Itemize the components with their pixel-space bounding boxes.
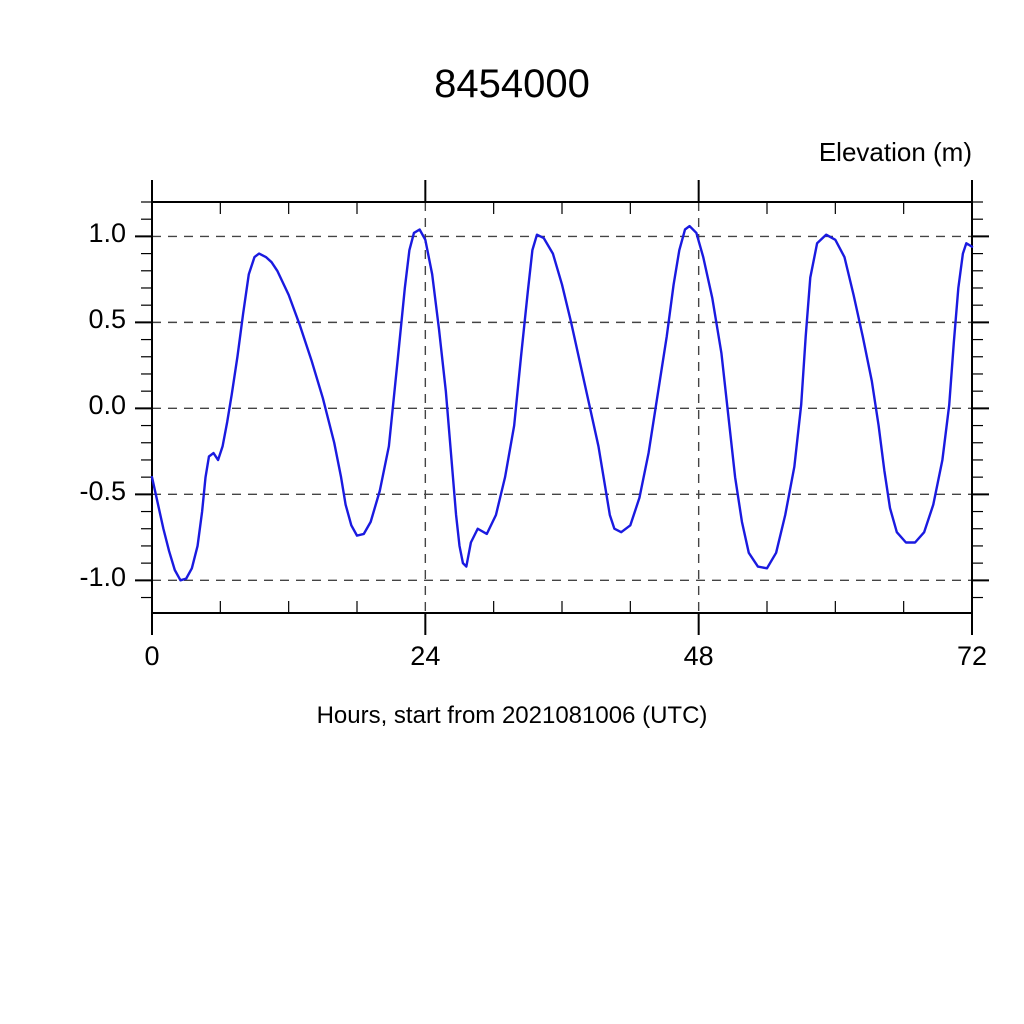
x-tick-label: 0 [144, 641, 160, 671]
y-axis-label: Elevation (m) [818, 137, 972, 167]
y-tick-label: -0.5 [79, 476, 126, 507]
series-line-elevation [150, 224, 974, 582]
x-tick-label: 24 [410, 641, 441, 671]
data-series [150, 224, 974, 582]
axis-frame [151, 180, 973, 635]
y-tick-label: 0.5 [88, 304, 126, 335]
y-tick-label: 1.0 [88, 218, 126, 249]
x-tick-label: 48 [683, 641, 714, 671]
axis-ticks [135, 180, 989, 635]
x-tick-label: 72 [956, 641, 988, 671]
chart-title: 8454000 [434, 62, 590, 106]
y-tick-label: -1.0 [79, 562, 126, 593]
x-axis-label: Hours, start from 2021081006 (UTC) [316, 702, 708, 729]
y-tick-label: 0.0 [88, 390, 126, 421]
gridlines [152, 202, 972, 613]
